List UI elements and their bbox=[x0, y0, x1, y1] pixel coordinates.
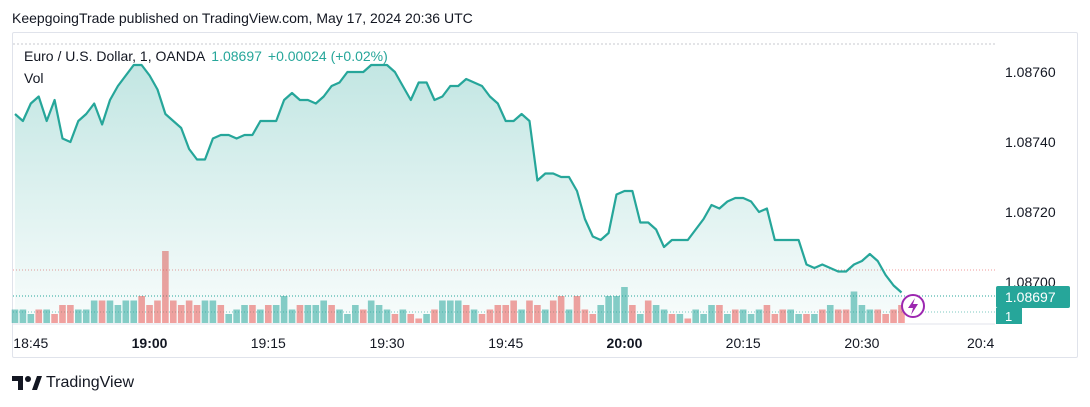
time-tick-label: 20:00 bbox=[607, 335, 643, 351]
chart-frame[interactable] bbox=[12, 32, 1078, 358]
price-tag-label: 1.08697 bbox=[1005, 289, 1056, 305]
volume-label[interactable]: Vol bbox=[24, 70, 44, 86]
volume-tag bbox=[996, 308, 1022, 324]
grid bbox=[13, 43, 995, 325]
publish-line: KeepgoingTrade published on TradingView.… bbox=[12, 10, 473, 26]
price-tick-label: 1.08720 bbox=[1005, 204, 1056, 220]
symbol-title[interactable]: Euro / U.S. Dollar, 1, OANDA bbox=[24, 48, 206, 64]
lightning-icon[interactable] bbox=[901, 294, 925, 318]
last-price: 1.08697 bbox=[211, 48, 262, 64]
time-axis[interactable]: 18:45 19:00 19:15 19:30 19:45 20:00 20:15 20:30… bbox=[13, 335, 994, 351]
brand-name: TradingView bbox=[46, 374, 135, 391]
time-tick-label: 19:45 bbox=[488, 335, 523, 351]
volume-tag-label: 1 bbox=[1005, 309, 1012, 324]
footer-brand[interactable]: TradingView bbox=[12, 374, 134, 392]
price-tick-label: 1.08740 bbox=[1005, 134, 1056, 150]
time-tick-label: 19:15 bbox=[251, 335, 286, 351]
price-change: +0.00024 (+0.02%) bbox=[267, 48, 388, 64]
time-tick-label: 20:30 bbox=[844, 335, 879, 351]
price-tag bbox=[996, 286, 1070, 308]
price-tags: 1.08697 1 bbox=[996, 286, 1070, 324]
price-area bbox=[15, 65, 902, 323]
time-tick-label: 20:4 bbox=[967, 335, 994, 351]
time-tick-label: 19:30 bbox=[369, 335, 404, 351]
tradingview-logo-icon bbox=[12, 376, 42, 390]
time-tick-label: 20:15 bbox=[726, 335, 761, 351]
time-tick-label: 18:45 bbox=[13, 335, 48, 351]
price-line bbox=[14, 63, 903, 294]
price-tick-label: 1.08760 bbox=[1005, 64, 1056, 80]
time-tick-label: 19:00 bbox=[132, 335, 168, 351]
legend: Euro / U.S. Dollar, 1, OANDA 1.08697 +0.00… bbox=[24, 48, 388, 64]
